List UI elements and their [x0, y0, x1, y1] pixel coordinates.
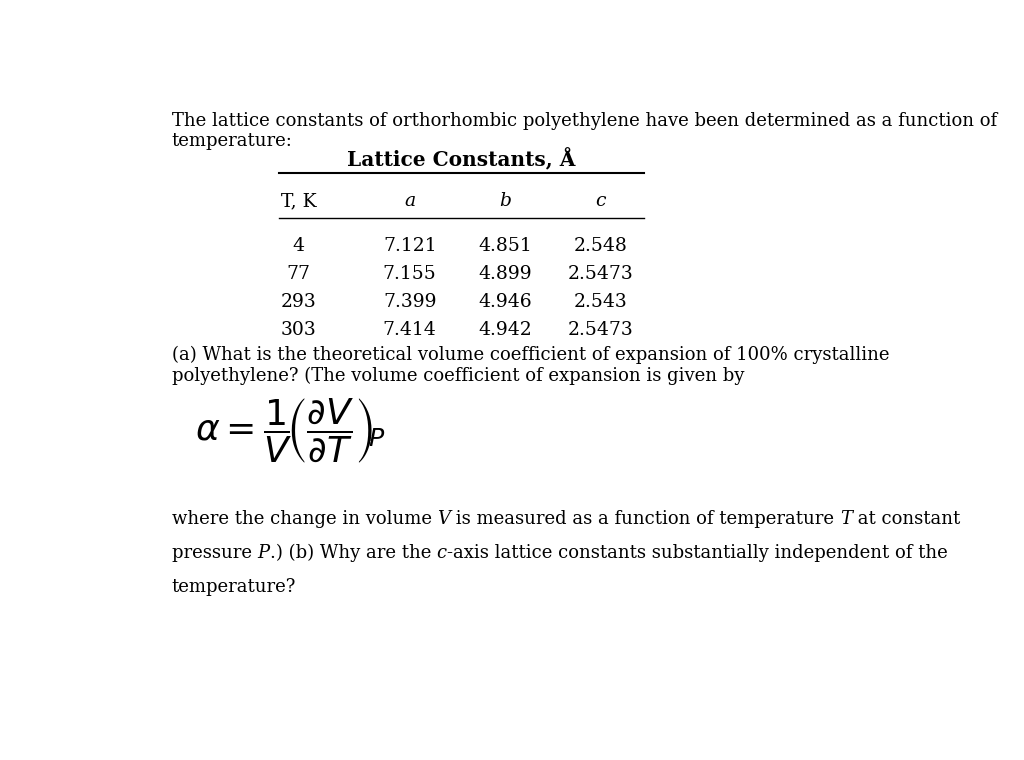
- Text: .) (b) Why are the: .) (b) Why are the: [269, 544, 436, 562]
- Text: where the change in volume: where the change in volume: [172, 510, 437, 528]
- Text: 7.414: 7.414: [383, 321, 436, 339]
- Text: b: b: [499, 192, 511, 211]
- Text: 4.851: 4.851: [478, 236, 531, 255]
- Text: c: c: [595, 192, 605, 211]
- Text: T: T: [840, 510, 852, 528]
- Text: c: c: [436, 544, 446, 562]
- Text: 303: 303: [281, 321, 316, 339]
- Text: 77: 77: [287, 264, 310, 283]
- Text: 7.155: 7.155: [383, 264, 436, 283]
- Text: pressure: pressure: [172, 544, 257, 562]
- Text: (a) What is the theoretical volume coefficient of expansion of 100% crystalline
: (a) What is the theoretical volume coeff…: [172, 346, 889, 385]
- Text: 2.543: 2.543: [573, 293, 627, 311]
- Text: 4.946: 4.946: [478, 293, 531, 311]
- Text: V: V: [437, 510, 451, 528]
- Text: 4: 4: [293, 236, 304, 255]
- Text: 2.5473: 2.5473: [567, 321, 633, 339]
- Text: 2.5473: 2.5473: [567, 264, 633, 283]
- Text: The lattice constants of orthorhombic polyethylene have been determined as a fun: The lattice constants of orthorhombic po…: [172, 112, 996, 150]
- Text: temperature?: temperature?: [172, 578, 296, 596]
- Text: P: P: [257, 544, 269, 562]
- Text: 293: 293: [281, 293, 316, 311]
- Text: 4.942: 4.942: [478, 321, 531, 339]
- Text: at constant: at constant: [852, 510, 961, 528]
- Text: 2.548: 2.548: [573, 236, 627, 255]
- Text: Lattice Constants, Å: Lattice Constants, Å: [347, 147, 575, 170]
- Text: T, K: T, K: [281, 192, 316, 211]
- Text: a: a: [404, 192, 416, 211]
- Text: 7.399: 7.399: [383, 293, 436, 311]
- Text: 7.121: 7.121: [383, 236, 436, 255]
- Text: -axis lattice constants substantially independent of the: -axis lattice constants substantially in…: [446, 544, 947, 562]
- Text: $\alpha = \dfrac{1}{V}\!\left(\dfrac{\partial V}{\partial T}\right)_{\!\!P}$: $\alpha = \dfrac{1}{V}\!\left(\dfrac{\pa…: [196, 396, 386, 465]
- Text: 4.899: 4.899: [478, 264, 531, 283]
- Text: is measured as a function of temperature: is measured as a function of temperature: [451, 510, 840, 528]
